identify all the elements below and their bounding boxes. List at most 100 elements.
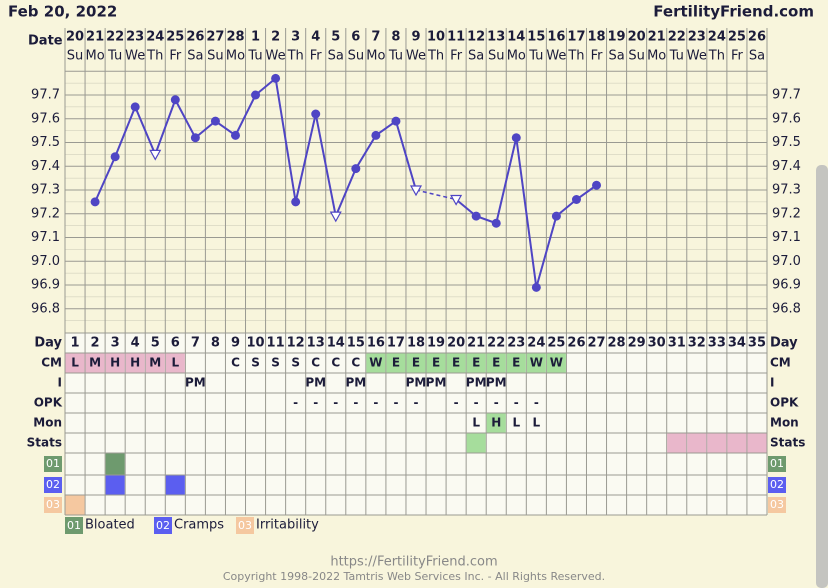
y-tick-label: 97.2 — [31, 206, 60, 221]
weekday-label: We — [687, 49, 707, 64]
date-label: 1 — [251, 30, 260, 45]
y-tick-label: 96.9 — [31, 278, 60, 293]
date-label: 13 — [487, 30, 505, 45]
cell-highlight — [406, 353, 426, 373]
temp-point — [271, 73, 281, 83]
day-label: 13 — [307, 336, 325, 351]
cell-text: PM — [466, 376, 487, 390]
cell-text: E — [472, 356, 480, 370]
cell-highlight — [446, 353, 466, 373]
temp-point — [210, 116, 220, 126]
symptom-cell — [165, 475, 185, 495]
weekday-label: Th — [287, 49, 304, 64]
y-tick-label: 97.1 — [31, 230, 60, 245]
date-label: Date — [28, 34, 63, 49]
row-label-right: Mon — [770, 416, 799, 430]
date-label: 18 — [587, 30, 605, 45]
cell-text: E — [432, 356, 440, 370]
symptom-badge — [44, 497, 62, 513]
date-label: 25 — [166, 30, 184, 45]
y-tick-label: 97.0 — [31, 254, 60, 269]
cell-text: - — [333, 396, 338, 410]
temp-point — [291, 197, 301, 207]
day-label: 11 — [267, 336, 285, 351]
date-label: 7 — [371, 30, 380, 45]
y-tick-label: 96.8 — [31, 301, 60, 316]
day-label: 2 — [91, 336, 100, 351]
date-label: 6 — [351, 30, 360, 45]
y-tick-label: 97.5 — [31, 135, 60, 150]
weekday-label: Sa — [468, 49, 484, 64]
day-label: 16 — [367, 336, 385, 351]
day-label: 1 — [71, 336, 80, 351]
cell-highlight — [145, 353, 165, 373]
y-tick-label-right: 97.5 — [772, 135, 801, 150]
cell-text: - — [293, 396, 298, 410]
row-label-right: OPK — [770, 396, 799, 410]
symptom-code-right: 01 — [770, 457, 784, 470]
cell-highlight — [426, 353, 446, 373]
y-tick-label: 97.3 — [31, 183, 60, 198]
date-label: 26 — [186, 30, 204, 45]
day-label: 4 — [131, 336, 140, 351]
cell-text: - — [313, 396, 318, 410]
date-label: 16 — [547, 30, 565, 45]
legend-code: 01 — [67, 519, 81, 532]
date-label: 8 — [391, 30, 400, 45]
cell-highlight — [466, 353, 486, 373]
weekday-label: Tu — [107, 49, 122, 64]
day-label: 8 — [211, 336, 220, 351]
cell-text: M — [89, 356, 101, 370]
cell-text: - — [454, 396, 459, 410]
day-label: 7 — [191, 336, 200, 351]
date-label: 21 — [86, 30, 104, 45]
day-label: 30 — [648, 336, 666, 351]
temp-point — [471, 211, 481, 221]
temp-point — [371, 130, 381, 140]
cell-highlight — [526, 353, 546, 373]
row-label: OPK — [34, 396, 63, 410]
legend-label: Bloated — [85, 518, 135, 533]
temp-point-open — [450, 194, 463, 206]
cell-text: E — [492, 356, 500, 370]
weekday-label: We — [406, 49, 426, 64]
weekday-label: Su — [488, 49, 505, 64]
weekday-label: Tu — [669, 49, 684, 64]
temp-point — [90, 197, 100, 207]
symptom-badge-right — [768, 477, 786, 493]
weekday-label: Mo — [366, 49, 385, 64]
symptom-code: 02 — [46, 478, 60, 491]
cell-text: L — [472, 416, 480, 430]
temp-point — [391, 116, 401, 126]
date-label: 9 — [411, 30, 420, 45]
cell-highlight — [105, 353, 125, 373]
date-label: 4 — [311, 30, 320, 45]
cell-text: - — [514, 396, 519, 410]
cell-text: C — [331, 356, 340, 370]
temp-point — [230, 130, 240, 140]
date-label: 14 — [507, 30, 525, 45]
chart-date: Feb 20, 2022 — [8, 3, 117, 21]
date-label: 17 — [567, 30, 585, 45]
day-label: 5 — [151, 336, 160, 351]
date-label: 20 — [66, 30, 84, 45]
cell-text: - — [414, 396, 419, 410]
temp-point — [251, 90, 261, 100]
symptom-cell — [65, 495, 85, 515]
day-label: 9 — [231, 336, 240, 351]
day-label: 10 — [246, 336, 264, 351]
footer-copyright: Copyright 1998-2022 Tamtris Web Services… — [223, 570, 605, 583]
cell-text: H — [491, 416, 501, 430]
weekday-label: Tu — [247, 49, 262, 64]
weekday-label: Mo — [507, 49, 526, 64]
legend-swatch — [154, 517, 172, 534]
y-tick-label-right: 97.7 — [772, 88, 801, 103]
weekday-label: Tu — [528, 49, 543, 64]
weekday-label: Mo — [647, 49, 666, 64]
cell-text: PM — [305, 376, 326, 390]
date-label: 24 — [708, 30, 726, 45]
cell-text: - — [534, 396, 539, 410]
weekday-label: Th — [146, 49, 163, 64]
